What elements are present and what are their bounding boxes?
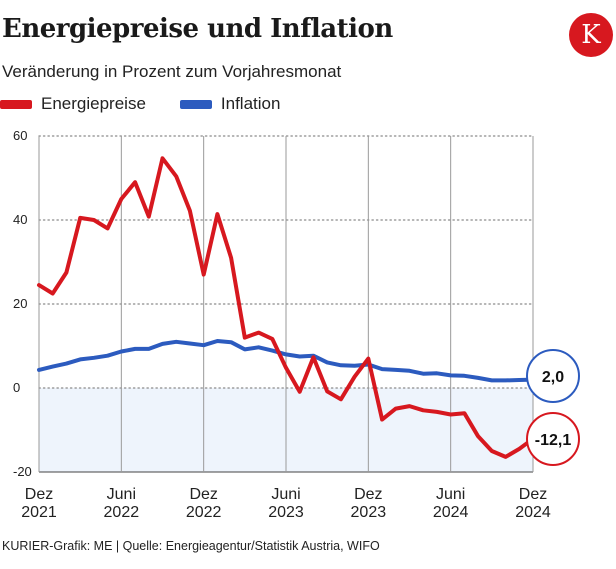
y-tick-label: 0	[13, 380, 20, 395]
energy-end-badge-value: -12,1	[535, 432, 572, 449]
legend: Energiepreise Inflation	[0, 94, 314, 114]
x-tick-label-year: 2021	[21, 504, 57, 521]
y-tick-label: -20	[13, 464, 32, 479]
x-tick-label-year: 2022	[186, 504, 222, 521]
x-tick-label-period: Dez	[354, 486, 382, 503]
inflation-end-badge-circle	[526, 349, 580, 403]
y-tick-label: 60	[13, 128, 27, 143]
x-tick-label-year: 2023	[351, 504, 387, 521]
legend-swatch-energy	[0, 99, 32, 109]
legend-swatch-inflation	[179, 99, 212, 109]
chart-subtitle: Veränderung in Prozent zum Vorjahresmona…	[2, 62, 342, 81]
energy-end-badge: -12,1	[526, 412, 580, 466]
x-tick-label-year: 2024	[515, 504, 551, 521]
energy-series-line	[37, 156, 535, 459]
legend-label-energy: Energiepreise	[41, 94, 146, 113]
energy-end-badge-circle	[526, 412, 580, 466]
x-tick-label-year: 2024	[433, 504, 469, 521]
y-tick-label: 20	[13, 296, 27, 311]
x-tick-label-period: Dez	[519, 486, 547, 503]
source-note: KURIER-Grafik: ME | Quelle: Energieagent…	[2, 539, 380, 553]
inflation-end-badge-value: 2,0	[542, 369, 564, 386]
chart-title: Energiepreise und Inflation	[2, 14, 393, 44]
inflation-series-line	[37, 339, 535, 383]
kurier-logo: K	[569, 13, 613, 57]
x-tick-label-year: 2022	[104, 504, 140, 521]
x-tick-label-period: Juni	[436, 486, 465, 503]
x-tick-label-period: Juni	[271, 486, 300, 503]
x-tick-label-period: Dez	[189, 486, 217, 503]
x-tick-label-year: 2023	[268, 504, 304, 521]
inflation-end-badge: 2,0	[526, 349, 580, 403]
x-tick-label-period: Juni	[107, 486, 136, 503]
legend-item-inflation: Inflation	[179, 94, 281, 114]
y-tick-label: 40	[13, 212, 27, 227]
x-tick-label-period: Dez	[25, 486, 53, 503]
legend-item-energy: Energiepreise	[0, 94, 146, 114]
legend-label-inflation: Inflation	[220, 94, 281, 113]
